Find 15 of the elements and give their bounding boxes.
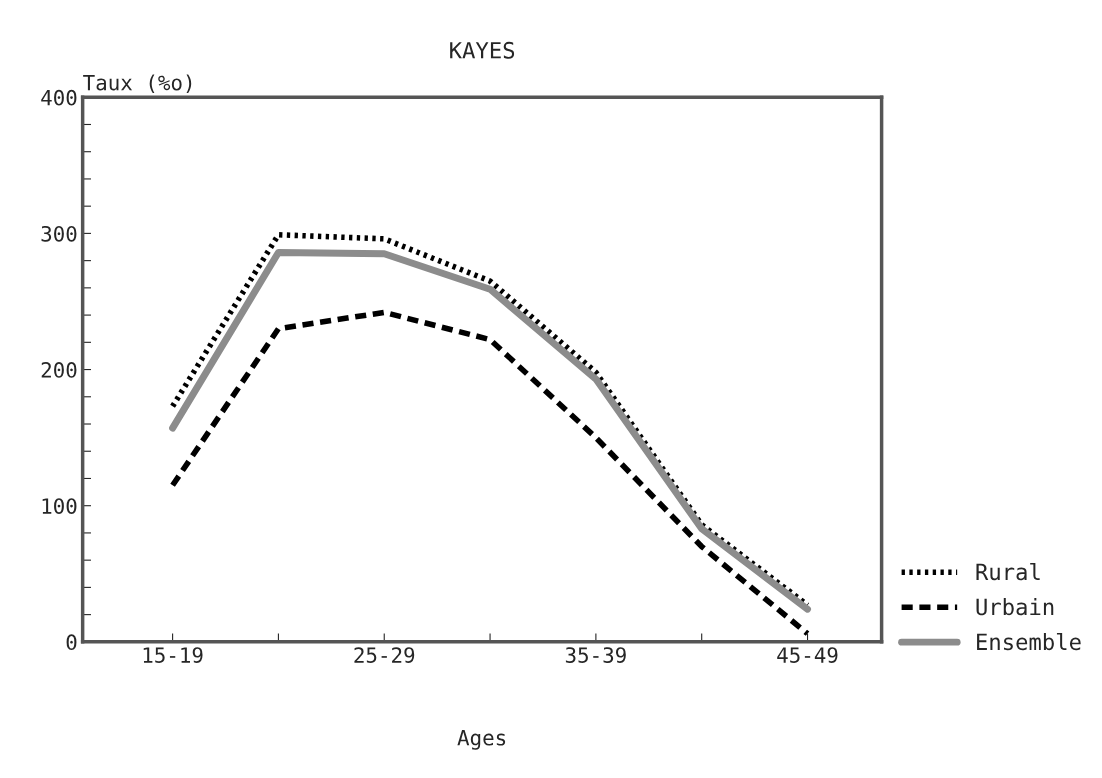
y-axis-title: Taux (%o) <box>83 74 192 93</box>
x-axis-title: Ages <box>457 730 506 750</box>
y-tick-label: 100 <box>42 498 77 514</box>
y-tick-label: 300 <box>41 225 77 242</box>
y-tick-label: 200 <box>41 362 77 378</box>
x-tick-label: 35-39 <box>565 647 626 663</box>
legend-label: Urbain <box>976 598 1054 616</box>
y-tick-label: 0 <box>66 634 77 651</box>
legend-label: Ensemble <box>977 632 1081 651</box>
chart-title: KAYES <box>450 41 515 59</box>
y-tick-label: 400 <box>41 89 77 106</box>
x-tick-label: 25-29 <box>354 647 415 663</box>
x-tick-label: 15-19 <box>143 647 203 663</box>
legend-label: Rural <box>976 562 1040 581</box>
x-tick-label: 45-49 <box>777 647 838 663</box>
